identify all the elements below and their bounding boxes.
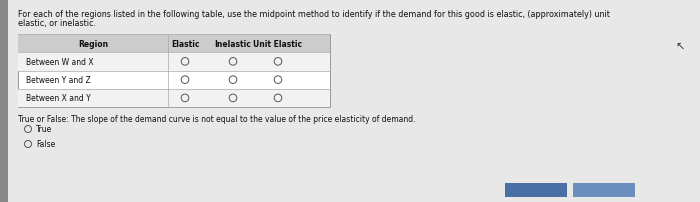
FancyBboxPatch shape <box>18 89 330 107</box>
Text: Between X and Y: Between X and Y <box>26 94 91 103</box>
Text: For each of the regions listed in the following table, use the midpoint method t: For each of the regions listed in the fo… <box>18 10 610 19</box>
FancyBboxPatch shape <box>8 0 700 202</box>
Text: True: True <box>36 125 52 134</box>
Text: Inelastic: Inelastic <box>215 39 251 48</box>
FancyBboxPatch shape <box>18 35 330 107</box>
Text: Between W and X: Between W and X <box>26 58 94 66</box>
FancyBboxPatch shape <box>0 0 8 202</box>
FancyBboxPatch shape <box>18 35 330 53</box>
FancyBboxPatch shape <box>505 183 567 197</box>
FancyBboxPatch shape <box>18 53 330 71</box>
Text: elastic, or inelastic.: elastic, or inelastic. <box>18 19 96 28</box>
Text: False: False <box>36 140 55 149</box>
Text: Between Y and Z: Between Y and Z <box>26 76 91 85</box>
Text: Unit Elastic: Unit Elastic <box>253 39 302 48</box>
Text: Elastic: Elastic <box>171 39 199 48</box>
FancyBboxPatch shape <box>573 183 635 197</box>
Text: True or False: The slope of the demand curve is not equal to the value of the pr: True or False: The slope of the demand c… <box>18 115 416 123</box>
Text: ↖: ↖ <box>676 43 685 53</box>
Text: Region: Region <box>78 39 108 48</box>
